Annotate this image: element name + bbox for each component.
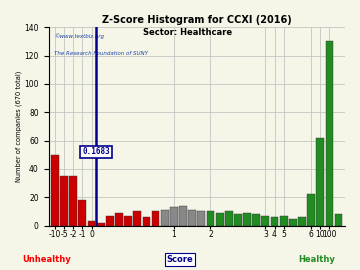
Bar (289, 218, 297, 226)
Bar (252, 214, 260, 226)
Bar (225, 211, 233, 226)
Bar (69, 176, 77, 226)
Bar (234, 214, 242, 226)
Bar (207, 211, 214, 226)
Bar (78, 200, 86, 226)
Text: The Research Foundation of SUNY: The Research Foundation of SUNY (54, 51, 148, 56)
Text: Score: Score (167, 255, 193, 264)
Text: ©www.textbiz.org: ©www.textbiz.org (54, 33, 104, 39)
Text: 0.1683: 0.1683 (82, 147, 110, 156)
Bar (51, 155, 59, 226)
Text: Healthy: Healthy (298, 255, 335, 264)
Bar (307, 194, 315, 226)
Bar (152, 211, 159, 226)
Text: Sector: Healthcare: Sector: Healthcare (143, 28, 232, 37)
Bar (97, 223, 104, 226)
Bar (243, 213, 251, 226)
Bar (197, 211, 205, 226)
Bar (106, 216, 114, 226)
Bar (143, 217, 150, 226)
Bar (216, 213, 224, 226)
Bar (298, 217, 306, 226)
Bar (261, 216, 269, 226)
Bar (179, 206, 187, 226)
Title: Z-Score Histogram for CCXI (2016): Z-Score Histogram for CCXI (2016) (102, 15, 292, 25)
Text: Unhealthy: Unhealthy (22, 255, 71, 264)
Bar (60, 176, 68, 226)
Bar (133, 211, 141, 226)
Y-axis label: Number of companies (670 total): Number of companies (670 total) (15, 71, 22, 182)
Bar (325, 41, 333, 226)
Bar (335, 214, 342, 226)
Bar (170, 207, 178, 226)
Bar (188, 210, 196, 226)
Bar (316, 138, 324, 226)
Bar (115, 213, 123, 226)
Bar (280, 216, 288, 226)
Bar (87, 221, 95, 226)
Bar (271, 217, 278, 226)
Bar (161, 210, 168, 226)
Bar (124, 216, 132, 226)
